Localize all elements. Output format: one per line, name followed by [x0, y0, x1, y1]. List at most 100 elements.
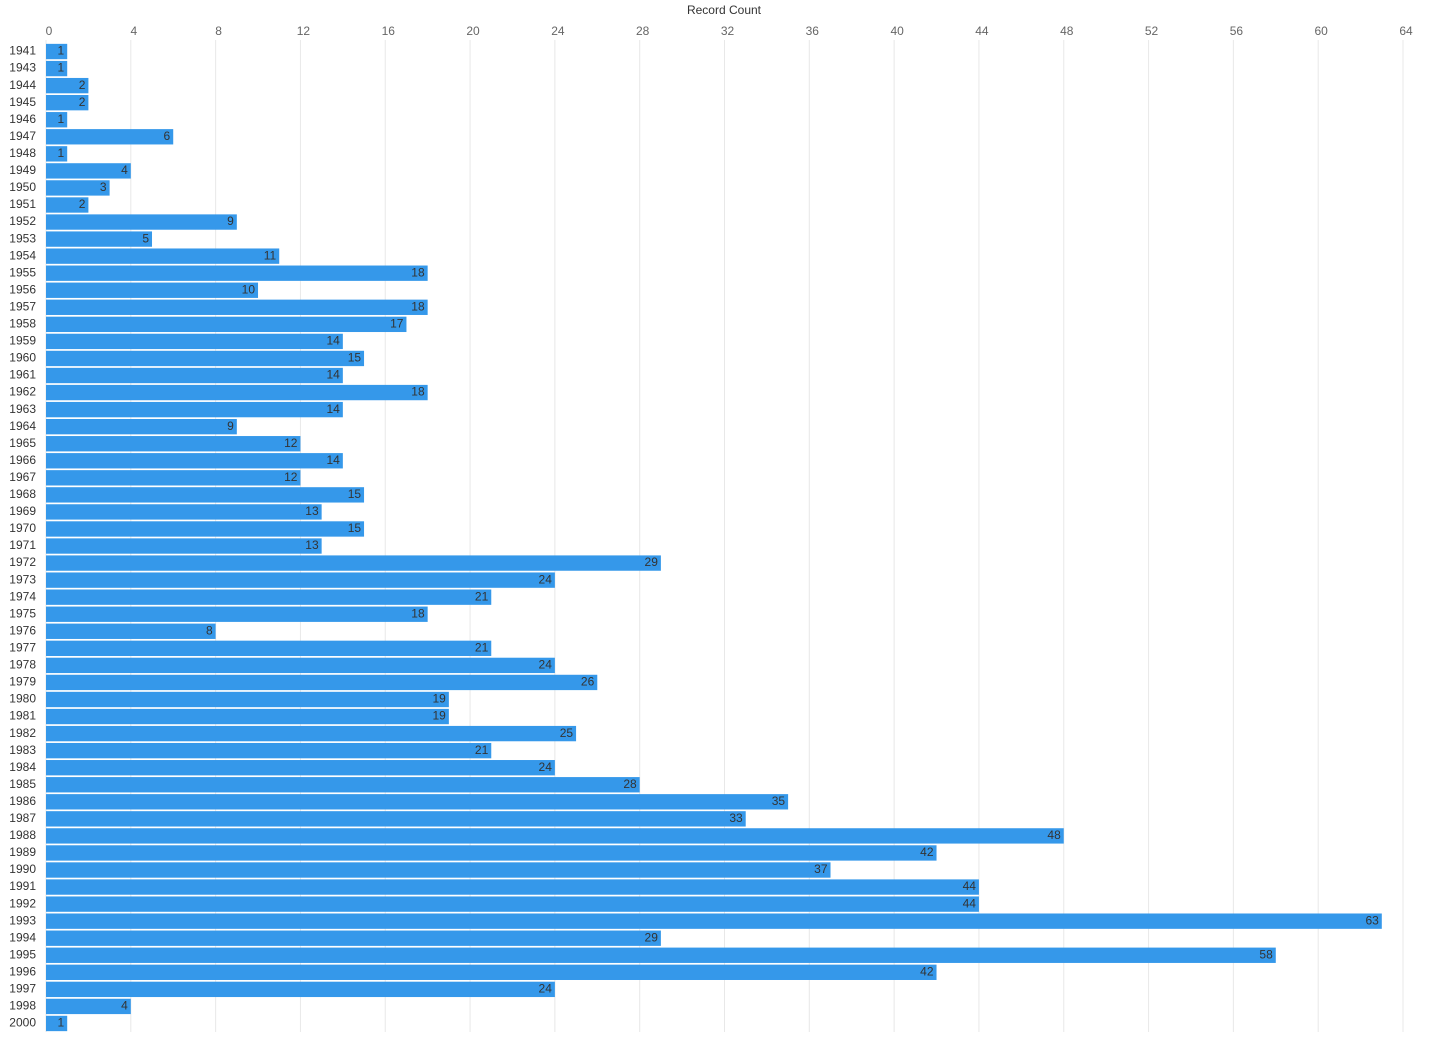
- bar: [46, 879, 979, 895]
- x-tick-label: 48: [1060, 24, 1074, 38]
- y-tick-label: 1962: [9, 385, 36, 399]
- y-tick-label: 1945: [9, 95, 36, 109]
- value-label: 24: [539, 658, 553, 672]
- value-label: 18: [411, 265, 425, 279]
- y-tick-label: 1955: [9, 265, 36, 279]
- bar: [46, 657, 555, 674]
- value-label: 14: [326, 453, 340, 467]
- bar: [46, 708, 449, 725]
- bar: [46, 333, 343, 350]
- y-tick-label: 1961: [9, 368, 36, 382]
- y-tick-label: 1993: [9, 913, 36, 927]
- bar: [46, 623, 216, 639]
- bar: [46, 760, 555, 776]
- y-tick-label: 1969: [9, 504, 36, 518]
- bar: [46, 742, 492, 759]
- value-label: 44: [963, 879, 977, 893]
- bar: [46, 572, 555, 588]
- bar: [46, 981, 555, 998]
- y-tick-label: 1996: [9, 964, 36, 978]
- value-label: 37: [814, 862, 828, 876]
- value-label: 28: [623, 777, 637, 791]
- y-tick-label: 1965: [9, 436, 36, 450]
- value-label: 15: [348, 521, 362, 535]
- value-label: 42: [920, 964, 934, 978]
- y-tick-label: 1964: [9, 419, 36, 433]
- bar: [46, 845, 937, 861]
- x-tick-label: 28: [636, 24, 650, 38]
- bar: [46, 112, 68, 128]
- value-label: 8: [206, 623, 213, 637]
- y-tick-label: 1977: [9, 641, 36, 655]
- value-label: 14: [326, 368, 340, 382]
- y-tick-label: 1994: [9, 930, 36, 944]
- value-label: 13: [305, 504, 319, 518]
- y-tick-label: 1984: [9, 760, 36, 774]
- y-tick-label: 1963: [9, 402, 36, 416]
- value-label: 35: [772, 794, 786, 808]
- y-tick-label: 1997: [9, 982, 36, 996]
- y-tick-label: 1949: [9, 163, 36, 177]
- y-tick-label: 1966: [9, 453, 36, 467]
- x-tick-label: 40: [890, 24, 904, 38]
- value-label: 10: [242, 282, 256, 296]
- value-label: 58: [1259, 947, 1273, 961]
- y-tick-label: 1953: [9, 231, 36, 245]
- bar: [46, 384, 428, 401]
- bar: [46, 777, 640, 793]
- value-label: 15: [348, 487, 362, 501]
- bar: [46, 95, 89, 111]
- value-label: 24: [539, 760, 553, 774]
- value-label: 25: [560, 726, 574, 740]
- chart-title: Record Count: [687, 3, 762, 17]
- y-tick-label: 1989: [9, 845, 36, 859]
- bar: [46, 606, 428, 622]
- x-tick-label: 0: [46, 24, 53, 38]
- value-label: 12: [284, 436, 298, 450]
- bar: [46, 1015, 68, 1032]
- bar: [46, 436, 301, 452]
- value-label: 4: [121, 999, 128, 1013]
- bar: [46, 180, 110, 196]
- value-label: 9: [227, 419, 234, 433]
- value-label: 1: [58, 44, 65, 58]
- y-tick-label: 1951: [9, 197, 36, 211]
- y-tick-label: 1967: [9, 470, 36, 484]
- bar: [46, 913, 1382, 929]
- bar: [46, 129, 174, 145]
- value-label: 19: [433, 692, 447, 706]
- y-tick-label: 1959: [9, 334, 36, 348]
- value-label: 5: [142, 231, 149, 245]
- value-label: 1: [58, 61, 65, 75]
- value-label: 42: [920, 845, 934, 859]
- value-label: 17: [390, 317, 404, 331]
- value-label: 21: [475, 743, 489, 757]
- value-label: 1: [58, 112, 65, 126]
- x-tick-label: 16: [382, 24, 396, 38]
- y-tick-label: 1995: [9, 947, 36, 961]
- bar: [46, 231, 153, 247]
- bar: [46, 367, 343, 384]
- y-tick-label: 1985: [9, 777, 36, 791]
- value-label: 44: [963, 896, 977, 910]
- value-label: 18: [411, 606, 425, 620]
- bar: [46, 896, 979, 912]
- value-label: 24: [539, 982, 553, 996]
- bar: [46, 862, 831, 878]
- bar: [46, 964, 937, 980]
- y-tick-label: 1982: [9, 726, 36, 740]
- value-label: 15: [348, 351, 362, 365]
- y-tick-label: 1948: [9, 146, 36, 160]
- value-label: 29: [645, 555, 659, 569]
- y-tick-label: 1958: [9, 317, 36, 331]
- bar: [46, 691, 449, 708]
- y-tick-label: 1975: [9, 606, 36, 620]
- value-label: 2: [79, 197, 86, 211]
- bar: [46, 538, 322, 554]
- x-tick-label: 20: [466, 24, 480, 38]
- value-label: 19: [433, 709, 447, 723]
- bar: [46, 674, 598, 691]
- y-tick-label: 1986: [9, 794, 36, 808]
- bar: [46, 521, 365, 537]
